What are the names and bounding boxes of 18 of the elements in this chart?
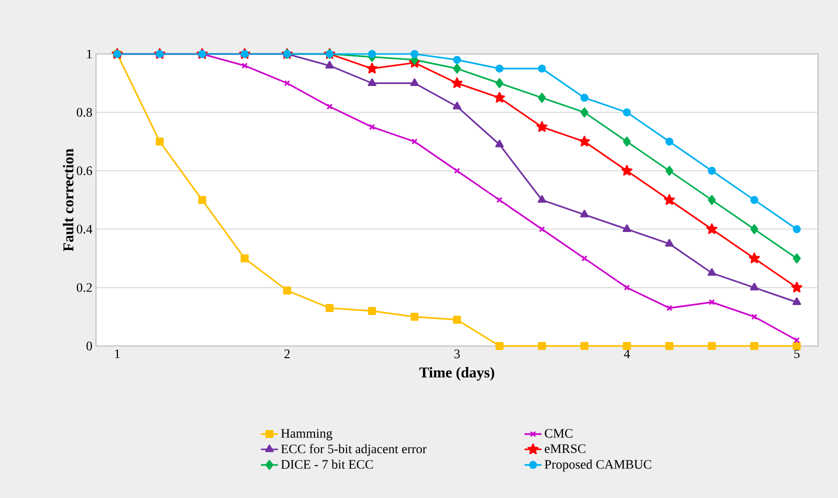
y-tick-label: 0.6 [76, 166, 92, 176]
legend-label: CMC [544, 429, 572, 438]
y-tick-label: 0.2 [76, 283, 92, 292]
x-tick-label: 4 [624, 350, 630, 358]
legend-label: eMRSC [544, 444, 586, 454]
legend-label: DICE - 7 bit ECC [281, 460, 373, 469]
x-tick-label: 3 [454, 350, 460, 358]
x-axis-title: Time (days) [419, 367, 494, 381]
y-tick-label: 1 [87, 50, 92, 58]
y-tick-label: 0.8 [76, 108, 92, 117]
x-tick-label: 1 [115, 350, 120, 358]
legend-label: ECC for 5-bit adjacent error [281, 444, 427, 456]
y-axis-title: Fault correction [62, 148, 74, 252]
legend-label: Hamming [281, 429, 332, 440]
y-tick-label: 0.4 [76, 224, 92, 234]
x-tick-label: 2 [284, 350, 290, 358]
legend-label: Proposed CAMBUC [544, 460, 652, 472]
y-tick-label: 0 [86, 342, 92, 350]
